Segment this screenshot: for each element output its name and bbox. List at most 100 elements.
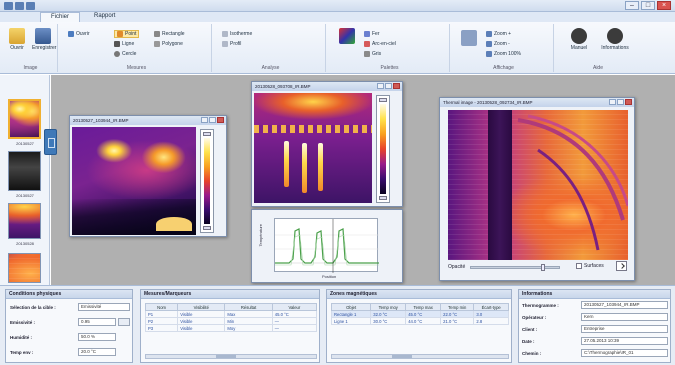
palette-iron[interactable]: Fer	[364, 30, 380, 38]
thermal-image[interactable]	[448, 110, 628, 260]
minimize-icon[interactable]	[377, 83, 384, 89]
palette-rainbow[interactable]: Arc-en-ciel	[364, 40, 396, 48]
measures-table: Nom Visibilité Résultat Valeur P1 Visibl…	[144, 303, 318, 332]
column-header[interactable]: Visibilité	[177, 303, 226, 311]
column-header[interactable]: Temp min	[440, 303, 475, 311]
profile-button[interactable]: Profil	[222, 40, 241, 48]
humidity-input[interactable]: 50.0 %	[78, 333, 116, 341]
tab-rapport[interactable]: Rapport	[94, 13, 116, 19]
thermal-window-1[interactable]: 20130527_103944_IR.BMP	[69, 115, 227, 237]
thermogram-value[interactable]: 20130527_103944_IR.BMP	[581, 301, 668, 309]
close-icon[interactable]	[625, 99, 632, 105]
color-palette-bar[interactable]	[376, 95, 390, 203]
zone-temp-min: 22.0 °C	[440, 310, 475, 318]
table-row[interactable]: Ligne 1 30.0 °C 44.0 °C 21.0 °C 2.8	[330, 317, 509, 325]
tool-polygon[interactable]: Polygone	[154, 40, 183, 48]
tool-circle[interactable]: Cercle	[114, 50, 136, 58]
column-header[interactable]: Résultat	[224, 303, 273, 311]
column-header[interactable]: Valeur	[271, 303, 318, 311]
tab-fichier[interactable]: Fichier	[40, 12, 81, 22]
tool-rectangle[interactable]: Rectangle	[154, 30, 185, 38]
panel-toggle-handle[interactable]	[44, 129, 57, 155]
date-value[interactable]: 27.05.2013 10:39	[581, 337, 668, 345]
horizontal-scrollbar[interactable]	[145, 354, 317, 359]
thermal-window-3[interactable]: Thermal image - 20130528_092734_IR.BMP O…	[439, 97, 635, 281]
thumbnail-label: 20130528	[16, 241, 34, 246]
scrollbar-thumb[interactable]	[216, 355, 236, 358]
thumbnail[interactable]	[8, 253, 41, 283]
minimize-icon[interactable]	[201, 117, 208, 123]
profile-graph-window[interactable]: Température Position	[251, 209, 403, 283]
palette-max-handle[interactable]	[203, 132, 211, 136]
date-label: Date :	[522, 339, 535, 344]
opacity-slider-thumb[interactable]	[541, 264, 545, 271]
palette-button[interactable]	[336, 26, 358, 45]
save-icon[interactable]	[15, 2, 24, 10]
export-button[interactable]	[616, 261, 627, 271]
thumbnail[interactable]	[8, 203, 41, 239]
info-button[interactable]: Informations	[598, 26, 632, 51]
iron-icon	[364, 31, 370, 37]
maximize-icon[interactable]	[617, 99, 624, 105]
column-header[interactable]: Nom	[144, 303, 179, 311]
emissivity-table-button[interactable]	[118, 318, 130, 326]
zoom-in-button[interactable]: Zoom +	[486, 30, 511, 38]
palette-min-handle[interactable]	[203, 226, 211, 230]
horizontal-scrollbar[interactable]	[331, 354, 509, 359]
table-row[interactable]: P2 Visible Min —	[144, 317, 318, 325]
maximize-button[interactable]: □	[641, 1, 655, 10]
manual-label: Manuel	[570, 45, 588, 51]
zone-temp-min: 21.0 °C	[440, 317, 475, 325]
close-icon[interactable]	[217, 117, 224, 123]
zoom-100-button[interactable]: Zoom 100%	[486, 50, 521, 58]
close-button[interactable]: ×	[657, 1, 671, 10]
thumbnail[interactable]	[8, 99, 41, 139]
zoom-out-icon	[486, 41, 492, 47]
app-icon[interactable]	[4, 2, 13, 10]
client-input[interactable]: Entreprise	[581, 325, 668, 333]
column-header[interactable]: Objet	[330, 303, 372, 311]
maximize-icon[interactable]	[385, 83, 392, 89]
tool-line[interactable]: Ligne	[114, 40, 134, 48]
table-row[interactable]: Rectangle 1 32.0 °C 45.0 °C 22.0 °C 3.0	[330, 310, 509, 318]
isotherm-button[interactable]: Isotherme	[222, 30, 252, 38]
zoom-out-button[interactable]: Zoom -	[486, 40, 510, 48]
ambient-temp-input[interactable]: 20.0 °C	[78, 348, 116, 356]
palette-max-handle[interactable]	[379, 98, 387, 102]
column-header[interactable]: Temp moy	[370, 303, 407, 311]
information-panel: Informations Thermogramme : 20130527_103…	[518, 289, 671, 363]
close-icon[interactable]	[393, 83, 400, 89]
zoom-in-icon	[486, 31, 492, 37]
table-row[interactable]: P3 Visible Moy —	[144, 324, 318, 332]
thermal-window-2[interactable]: 20130528_093708_IR.BMP	[251, 81, 403, 207]
tool-point[interactable]: Point	[114, 30, 140, 38]
thumbnail[interactable]	[8, 151, 41, 191]
thumbnail-image	[9, 204, 40, 238]
maximize-icon[interactable]	[209, 117, 216, 123]
table-row[interactable]: P1 Visible Max 45.0 °C	[144, 310, 318, 318]
tool-import[interactable]: Ouvrir	[68, 30, 90, 38]
minimize-button[interactable]: –	[625, 1, 639, 10]
open-button[interactable]: Ouvrir	[6, 26, 28, 51]
column-header[interactable]: Temp max	[405, 303, 442, 311]
surfaces-checkbox[interactable]	[576, 263, 582, 269]
scrollbar-thumb[interactable]	[392, 355, 412, 358]
thermal-image[interactable]	[72, 127, 196, 235]
zone-temp-mean: 30.0 °C	[370, 317, 407, 325]
minimize-icon[interactable]	[609, 99, 616, 105]
opacity-slider[interactable]	[470, 264, 560, 271]
thumbnail-strip: 20130527 20130527 20130528	[0, 75, 50, 285]
palette-gray[interactable]: Gris	[364, 50, 381, 58]
color-palette-bar[interactable]	[200, 129, 214, 233]
column-header[interactable]: Écart-type	[473, 303, 509, 311]
operator-input[interactable]: Kern	[581, 313, 668, 321]
thermal-image[interactable]	[254, 93, 372, 203]
layout-button[interactable]	[458, 28, 480, 47]
target-selection-select[interactable]: Emissivité	[78, 303, 130, 311]
emissivity-input[interactable]: 0.95	[78, 318, 116, 326]
manual-button[interactable]: Manuel	[564, 26, 594, 51]
palette-min-handle[interactable]	[379, 196, 387, 200]
undo-icon[interactable]	[26, 2, 35, 10]
path-value[interactable]: C:\Thermographie\IR_01	[581, 349, 668, 357]
save-button[interactable]: Enregistrer	[32, 26, 56, 51]
